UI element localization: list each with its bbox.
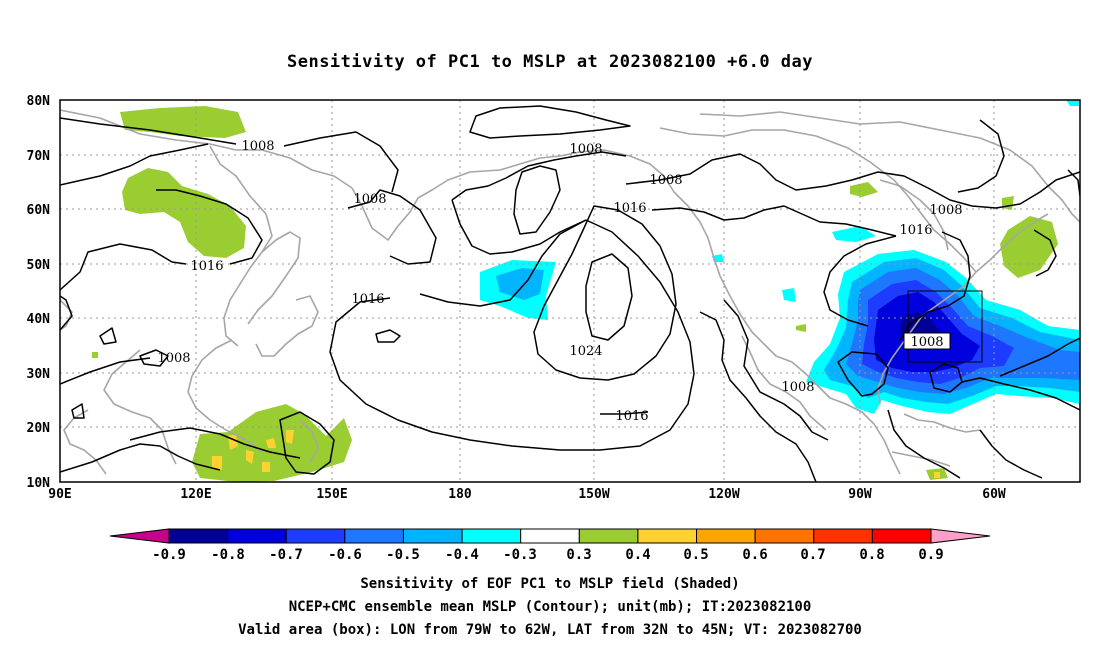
colorbar-label: -0.9 (152, 547, 186, 563)
lat-label: 20N (27, 421, 51, 436)
contour-labels: 1008 1008 1008 1008 1008 1016 1016 1016 … (157, 139, 962, 424)
lat-label: 10N (27, 476, 51, 491)
colorbar-cell (813, 528, 873, 544)
lon-label: 90E (48, 487, 71, 502)
colorbar-cell (871, 528, 932, 544)
colorbar-cell (168, 528, 229, 544)
colorbar-lower-extension (109, 528, 170, 544)
longitude-labels: 90E 120E 150E 180 150W 120W 90W 60W (48, 487, 1006, 502)
lon-label: 180 (448, 487, 472, 502)
colorbar-label: 0.9 (918, 547, 943, 563)
valid-area-box (907, 290, 983, 363)
colorbar-label: -0.4 (445, 547, 479, 563)
contour-label: 1016 (613, 201, 646, 216)
lon-label: 60W (982, 487, 1006, 502)
colorbar-label: 0.4 (625, 547, 650, 563)
colorbar-label: -0.3 (503, 547, 537, 563)
caption-line-2: NCEP+CMC ensemble mean MSLP (Contour); u… (289, 599, 812, 615)
lon-label: 150E (316, 487, 347, 502)
lon-label: 150W (578, 487, 609, 502)
colorbar-labels: -0.9 -0.8 -0.7 -0.6 -0.5 -0.4 -0.3 0.3 0… (152, 547, 944, 563)
lat-label: 60N (27, 203, 51, 218)
figure-title: Sensitivity of PC1 to MSLP at 2023082100… (287, 52, 813, 72)
colorbar-label: 0.6 (742, 547, 767, 563)
colorbar-cell (344, 528, 404, 544)
contour-label: 1008 (649, 173, 682, 188)
contour-label-backdrop (903, 332, 951, 350)
contour-label: 1024 (569, 344, 602, 359)
lon-label: 120W (708, 487, 739, 502)
colorbar-label: -0.5 (386, 547, 420, 563)
contour-label: 1008 (353, 192, 386, 207)
caption-line-3: Valid area (box): LON from 79W to 62W, L… (238, 622, 862, 638)
colorbar-cell (285, 528, 346, 544)
contour-label: 1016 (351, 292, 384, 307)
colorbar: -0.9 -0.8 -0.7 -0.6 -0.5 -0.4 -0.3 0.3 0… (109, 528, 991, 563)
colorbar-label: 0.8 (859, 547, 884, 563)
map-panel: 1008 1008 1008 1008 1008 1016 1016 1016 … (27, 94, 1081, 502)
lat-label: 40N (27, 312, 51, 327)
colorbar-cell (520, 528, 580, 544)
colorbar-label: 0.7 (800, 547, 825, 563)
colorbar-cell (227, 528, 287, 544)
colorbar-cell (402, 528, 463, 544)
colorbar-upper-extension (930, 528, 991, 544)
contour-label: 1008 (910, 335, 943, 350)
lat-label: 50N (27, 258, 51, 273)
colorbar-label: 0.5 (683, 547, 708, 563)
contour-label: 1016 (899, 223, 932, 238)
contour-label: 1008 (157, 351, 190, 366)
lon-label: 90W (848, 487, 872, 502)
colorbar-label: -0.6 (328, 547, 362, 563)
colorbar-label: 0.3 (566, 547, 591, 563)
latitude-labels: 80N 70N 60N 50N 40N 30N 20N 10N (27, 94, 51, 491)
graticule (60, 100, 1080, 482)
lat-label: 80N (27, 94, 51, 109)
colorbar-cell (578, 528, 639, 544)
caption-line-1: Sensitivity of EOF PC1 to MSLP field (Sh… (360, 576, 739, 592)
colorbar-label: -0.8 (211, 547, 245, 563)
colorbar-cell (696, 528, 756, 544)
contour-label: 1008 (781, 380, 814, 395)
colorbar-cell (754, 528, 815, 544)
lat-label: 30N (27, 367, 51, 382)
contour-label: 1016 (190, 259, 223, 274)
contour-label: 1008 (929, 203, 962, 218)
caption: Sensitivity of EOF PC1 to MSLP field (Sh… (238, 576, 862, 638)
lat-label: 70N (27, 149, 51, 164)
colorbar-label: -0.7 (269, 547, 303, 563)
mslp-contours (60, 105, 1080, 482)
contour-label: 1008 (569, 142, 602, 157)
contour-label: 1008 (241, 139, 274, 154)
colorbar-cell (637, 528, 698, 544)
lon-label: 120E (180, 487, 211, 502)
colorbar-cell (461, 528, 522, 544)
coastlines (60, 109, 1080, 475)
contour-label: 1016 (615, 409, 648, 424)
colorbar-cells (168, 528, 932, 544)
map-frame (59, 99, 1081, 483)
